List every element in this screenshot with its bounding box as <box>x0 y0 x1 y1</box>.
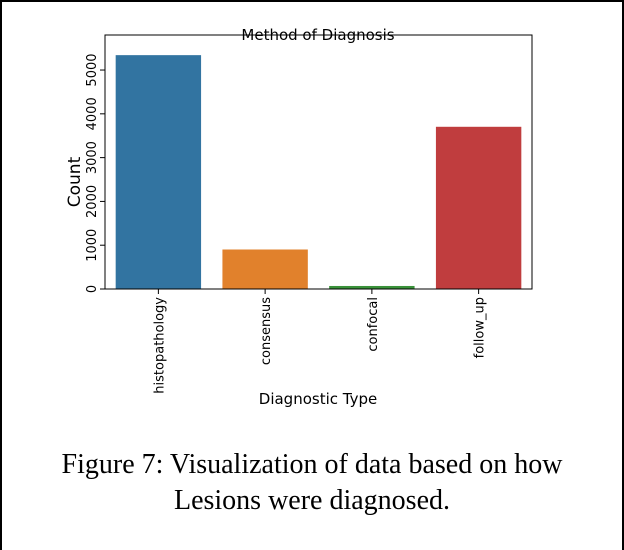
bar <box>329 285 415 289</box>
y-tick-label: 2000 <box>85 185 100 218</box>
y-tick-label: 3000 <box>85 141 100 174</box>
x-tick-label: confocal <box>366 297 381 352</box>
x-tick-label: histopathology <box>152 297 167 394</box>
caption: Figure 7: Visualization of data based on… <box>61 449 563 516</box>
bar <box>222 249 308 289</box>
y-tick-label: 1000 <box>85 229 100 262</box>
x-tick-label: follow_up <box>473 297 488 358</box>
plot-frame <box>104 34 533 290</box>
bar <box>115 55 202 289</box>
x-tick-label: consensus <box>259 297 274 365</box>
chart: Method of Diagnosis Diagnostic Type Coun… <box>65 26 533 408</box>
y-tick-label: 5000 <box>85 53 100 86</box>
y-tick-label: 4000 <box>85 97 100 130</box>
bar <box>435 126 522 289</box>
x-axis-label: Diagnostic Type <box>259 390 377 408</box>
y-axis-label: Count <box>65 156 85 207</box>
y-tick-label: 0 <box>85 285 100 293</box>
